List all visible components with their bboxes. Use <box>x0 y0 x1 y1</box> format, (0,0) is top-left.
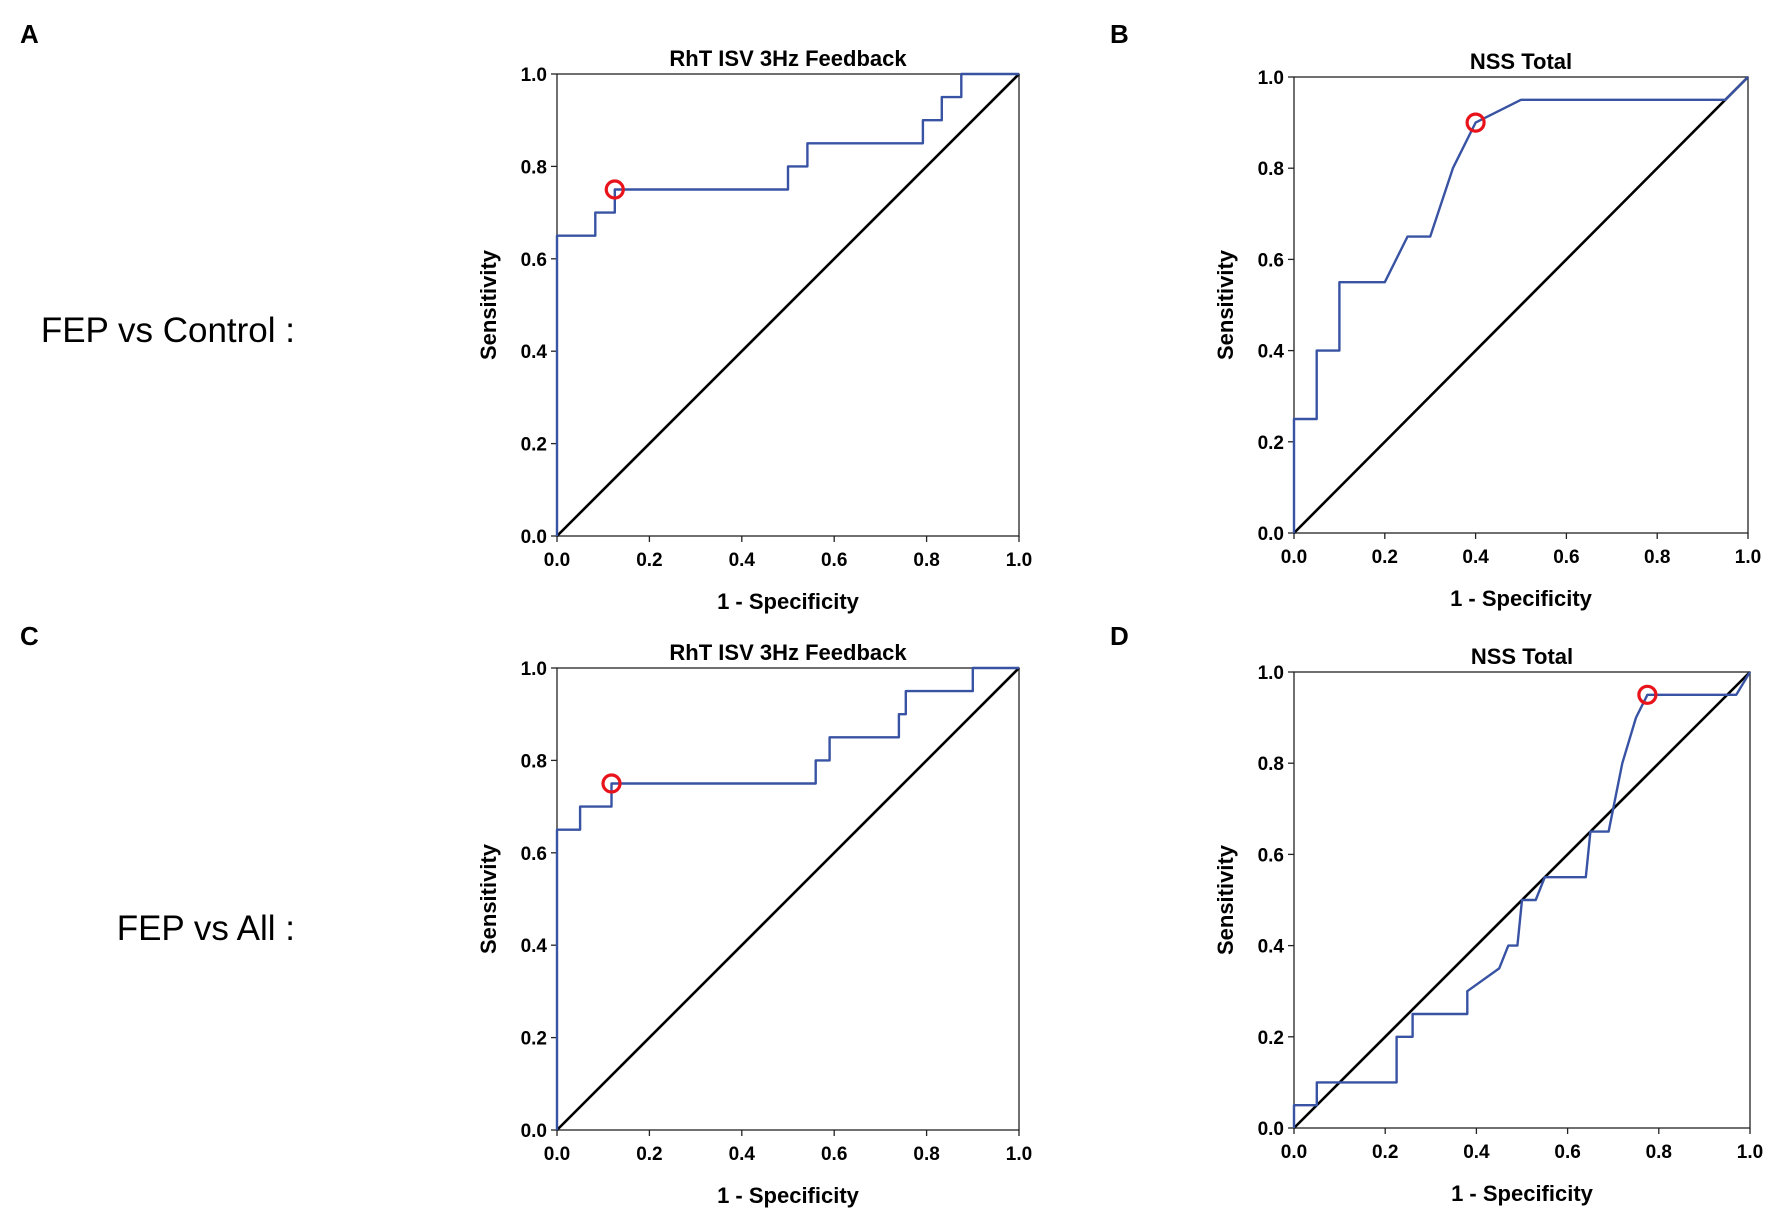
x-tick-label: 0.4 <box>729 1144 756 1165</box>
y-axis-label: Sensitivity <box>1213 249 1238 360</box>
panel-letter-c: C <box>20 621 39 651</box>
x-tick-label: 0.6 <box>1554 1142 1580 1163</box>
y-tick-label: 0.0 <box>1258 524 1284 545</box>
y-tick-label: 1.0 <box>1258 663 1284 684</box>
roc-curve <box>1292 76 1749 533</box>
x-tick-label: 0.6 <box>821 550 847 571</box>
y-tick-label: 1.0 <box>521 65 547 86</box>
x-tick-label: 0.2 <box>1372 1142 1398 1163</box>
y-tick-label: 0.8 <box>521 157 547 178</box>
x-tick-label: 0.8 <box>1646 1142 1672 1163</box>
chart-title: RhT ISV 3Hz Feedback <box>669 46 907 71</box>
y-tick-label: 1.0 <box>521 659 547 680</box>
x-axis-label: 1 - Specificity <box>1450 586 1593 611</box>
row-label-fep-vs-control: FEP vs Control : <box>41 311 295 350</box>
y-axis-label: Sensitivity <box>476 249 501 360</box>
x-tick-label: 0.0 <box>544 1144 570 1165</box>
y-tick-label: 0.4 <box>521 936 548 957</box>
x-tick-label: 0.8 <box>913 1144 939 1165</box>
panel-letter-b: B <box>1110 19 1129 49</box>
y-tick-label: 0.6 <box>521 250 547 271</box>
x-tick-label: 0.2 <box>636 1144 662 1165</box>
y-tick-label: 0.0 <box>521 1121 547 1142</box>
x-tick-label: 0.0 <box>1281 547 1307 568</box>
roc-curve <box>555 72 1019 536</box>
roc-curve <box>555 666 1019 1130</box>
roc-curve <box>1292 671 1752 1128</box>
y-tick-label: 0.2 <box>521 1029 547 1050</box>
chart-title: NSS Total <box>1471 644 1573 669</box>
x-tick-label: 0.2 <box>636 550 662 571</box>
chart-panel-d: NSS Total 0.0 0.2 0.4 0.6 0.8 1.0 0.0 0.2 0.4 0.6 0… <box>1213 644 1763 1206</box>
x-tick-label: 0.4 <box>1462 547 1489 568</box>
x-axis-label: 1 - Specificity <box>717 589 860 614</box>
y-tick-label: 0.8 <box>1258 159 1284 180</box>
y-tick-label: 0.2 <box>521 435 547 456</box>
y-tick-label: 0.6 <box>1258 845 1284 866</box>
y-axis-label: Sensitivity <box>476 843 501 954</box>
x-axis-label: 1 - Specificity <box>1451 1181 1594 1206</box>
y-tick-label: 1.0 <box>1258 68 1284 89</box>
x-tick-label: 0.8 <box>913 550 939 571</box>
y-tick-label: 0.6 <box>1258 250 1284 271</box>
panel-letter-d: D <box>1110 621 1129 651</box>
plot-frame <box>1293 671 1751 1129</box>
y-tick-label: 0.2 <box>1258 433 1284 454</box>
y-tick-label: 0.8 <box>521 751 547 772</box>
x-tick-label: 0.0 <box>1281 1142 1307 1163</box>
plot-frame <box>1293 76 1749 534</box>
chart-panel-c: RhT ISV 3Hz Feedback 0.0 0.2 0.4 0.6 0.8 1.0 0.… <box>476 640 1032 1208</box>
y-tick-label: 0.6 <box>521 844 547 865</box>
panel-letter-a: A <box>20 19 39 49</box>
x-tick-label: 0.2 <box>1372 547 1398 568</box>
x-tick-label: 0.4 <box>729 550 756 571</box>
y-tick-label: 0.4 <box>1258 937 1285 958</box>
y-tick-label: 0.2 <box>1258 1028 1284 1049</box>
x-tick-label: 0.6 <box>1553 547 1579 568</box>
optimal-cutoff-marker <box>1637 684 1658 705</box>
chart-title: RhT ISV 3Hz Feedback <box>669 640 907 665</box>
chart-panel-a: RhT ISV 3Hz Feedback 0.0 0.2 0.4 0.6 0.8 1.0 0.… <box>476 46 1032 614</box>
reference-line <box>556 667 1020 1131</box>
reference-line <box>1293 76 1749 534</box>
y-tick-label: 0.4 <box>521 342 548 363</box>
y-tick-label: 0.0 <box>521 527 547 548</box>
x-tick-label: 1.0 <box>1006 550 1032 571</box>
x-tick-label: 1.0 <box>1735 547 1761 568</box>
optimal-cutoff-marker <box>604 179 625 200</box>
optimal-cutoff-marker <box>1465 112 1486 133</box>
x-tick-label: 0.8 <box>1644 547 1670 568</box>
y-tick-label: 0.4 <box>1258 342 1285 363</box>
y-tick-label: 0.8 <box>1258 754 1284 775</box>
chart-title: NSS Total <box>1470 49 1572 74</box>
x-tick-label: 0.0 <box>544 550 570 571</box>
x-tick-label: 1.0 <box>1737 1142 1763 1163</box>
x-tick-label: 0.4 <box>1463 1142 1490 1163</box>
x-tick-label: 0.6 <box>821 1144 847 1165</box>
reference-line <box>556 73 1020 537</box>
chart-panel-b: NSS Total 0.0 0.2 0.4 0.6 0.8 1.0 0.0 0.2 0.4 0.6 0… <box>1213 49 1761 611</box>
optimal-cutoff-marker <box>601 773 622 794</box>
y-axis-label: Sensitivity <box>1213 844 1238 955</box>
y-tick-label: 0.0 <box>1258 1119 1284 1140</box>
x-axis-label: 1 - Specificity <box>717 1183 860 1208</box>
row-label-fep-vs-all: FEP vs All : <box>117 909 295 948</box>
x-tick-label: 1.0 <box>1006 1144 1032 1165</box>
